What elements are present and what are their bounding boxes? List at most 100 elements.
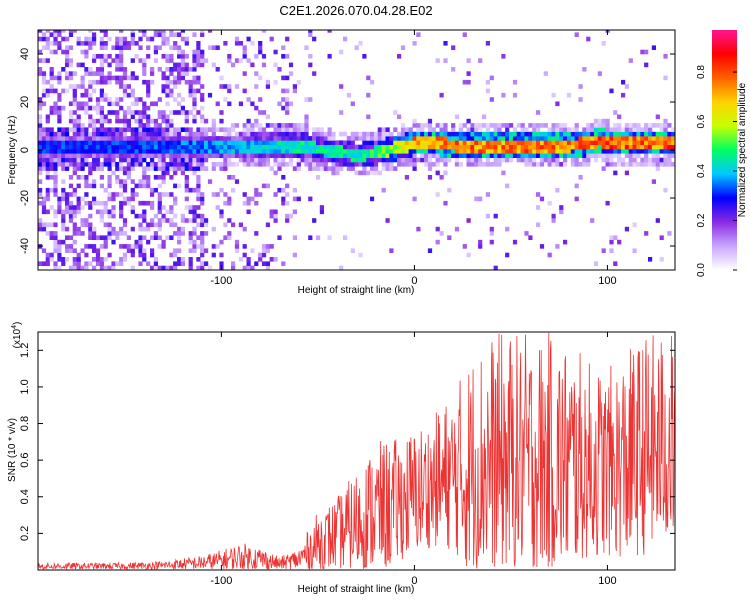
heatmap-cell	[180, 218, 185, 223]
heatmap-cell	[49, 231, 54, 236]
heatmap-cell	[88, 244, 93, 249]
heatmap-cell	[427, 140, 433, 145]
heatmap-cell	[258, 97, 263, 102]
heatmap-cell	[497, 144, 502, 150]
heatmap-cell	[288, 144, 294, 150]
heatmap-cell	[138, 131, 143, 137]
heatmap-cell	[61, 105, 66, 111]
heatmap-cell	[95, 118, 101, 124]
heatmap-cell	[68, 200, 74, 206]
heatmap-cell	[111, 265, 116, 270]
heatmap-cell	[636, 144, 641, 150]
heatmap-cell	[655, 136, 660, 141]
heatmap-cell	[68, 75, 74, 81]
heatmap-cell	[227, 54, 232, 59]
heatmap-cell	[38, 261, 43, 266]
heatmap-cell	[99, 213, 104, 219]
heatmap-cell	[188, 166, 193, 171]
heatmap-cell	[126, 45, 131, 50]
heatmap-cell	[536, 149, 541, 154]
heatmap-cell	[250, 265, 255, 270]
heatmap-cell	[543, 144, 548, 150]
heatmap-cell	[111, 226, 116, 232]
heatmap-cell	[107, 153, 112, 158]
heatmap-cell	[95, 153, 101, 158]
heatmap-cell	[76, 257, 81, 262]
heatmap-cell	[354, 170, 359, 176]
heatmap-cell	[138, 144, 143, 150]
heatmap-cell	[130, 187, 135, 193]
heatmap-cell	[493, 157, 498, 163]
heatmap-cell	[57, 136, 62, 141]
heatmap-cell	[424, 153, 429, 158]
heatmap-cell	[412, 162, 417, 167]
heatmap-cell	[88, 84, 93, 89]
heatmap-cell	[165, 136, 170, 141]
heatmap-cell	[343, 153, 348, 158]
heatmap-cell	[223, 162, 228, 167]
heatmap-cell	[651, 153, 656, 158]
heatmap-cell	[204, 218, 209, 223]
heatmap-cell	[651, 157, 656, 163]
heatmap-cell	[115, 136, 120, 141]
heatmap-cell	[219, 84, 224, 89]
spectrogram-y-axis-label: Frequency (Hz)	[7, 116, 18, 185]
heatmap-cell	[126, 105, 131, 111]
heatmap-cell	[80, 136, 85, 141]
heatmap-cell	[563, 239, 568, 245]
heatmap-cell	[157, 192, 162, 197]
heatmap-cell	[76, 162, 81, 167]
heatmap-cell	[285, 192, 290, 197]
heatmap-cell	[400, 144, 406, 150]
heatmap-cell	[211, 45, 216, 50]
heatmap-cell	[354, 136, 359, 141]
heatmap-cell	[192, 140, 197, 145]
heatmap-cell	[385, 157, 390, 163]
heatmap-cell	[234, 41, 240, 46]
heatmap-cell	[466, 71, 471, 76]
heatmap-cell	[454, 149, 460, 154]
heatmap-cell	[103, 153, 108, 158]
heatmap-cell	[659, 140, 664, 145]
heatmap-cell	[134, 41, 139, 46]
heatmap-cell	[57, 97, 62, 102]
heatmap-cell	[153, 261, 158, 266]
heatmap-cell	[563, 127, 568, 132]
heatmap-cell	[142, 183, 147, 189]
heatmap-cell	[99, 92, 104, 98]
heatmap-cell	[640, 140, 645, 145]
heatmap-cell	[184, 187, 189, 193]
heatmap-cell	[261, 153, 267, 158]
heatmap-cell	[157, 144, 162, 150]
heatmap-cell	[99, 88, 104, 94]
heatmap-cell	[624, 140, 629, 145]
heatmap-cell	[509, 131, 514, 137]
heatmap-cell	[389, 149, 394, 154]
heatmap-cell	[204, 153, 209, 158]
heatmap-cell	[412, 123, 417, 128]
heatmap-cell	[57, 75, 62, 81]
heatmap-cell	[80, 175, 85, 180]
heatmap-cell	[377, 149, 382, 154]
heatmap-cell	[458, 131, 463, 137]
heatmap-cell	[621, 131, 626, 137]
heatmap-cell	[597, 136, 602, 141]
heatmap-cell	[370, 162, 375, 167]
heatmap-cell	[601, 153, 606, 158]
heatmap-cell	[265, 244, 270, 249]
heatmap-cell	[92, 162, 97, 167]
heatmap-cell	[258, 149, 263, 154]
heatmap-cell	[451, 45, 456, 50]
heatmap-cell	[528, 123, 533, 128]
heatmap-cell	[68, 265, 74, 270]
heatmap-cell	[99, 110, 104, 115]
heatmap-cell	[246, 144, 251, 150]
heatmap-cell	[49, 166, 54, 171]
heatmap-cell	[88, 114, 93, 120]
heatmap-cell	[655, 162, 660, 167]
heatmap-cell	[153, 257, 158, 262]
heatmap-cell	[663, 127, 668, 132]
heatmap-cell	[88, 226, 93, 232]
heatmap-cell	[161, 205, 166, 210]
heatmap-cell	[389, 136, 394, 141]
